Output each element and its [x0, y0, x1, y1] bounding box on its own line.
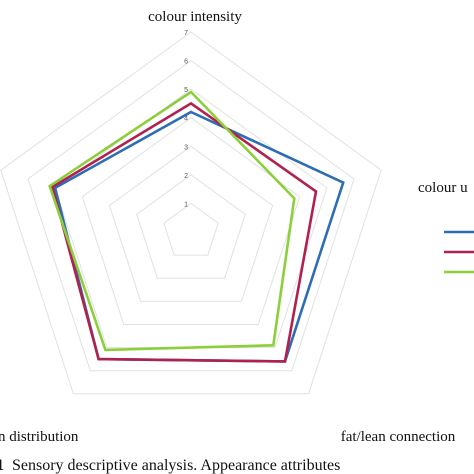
grid-ring-6 [27, 59, 355, 372]
grid-ring-5 [54, 88, 328, 349]
figure-caption: 1 Sensory descriptive analysis. Appearanc… [0, 457, 340, 474]
radar-tick-labels: 1 2 3 4 5 6 7 [184, 30, 188, 208]
tick-label-6: 6 [184, 59, 188, 66]
grid-ring-2 [136, 174, 246, 279]
grid-ring-7 [0, 31, 382, 395]
tick-label-4: 4 [184, 116, 188, 123]
legend [444, 230, 474, 274]
tick-label-5: 5 [184, 87, 188, 94]
tick-label-1: 1 [184, 201, 188, 208]
series-line-1 [53, 110, 345, 363]
grid-ring-3 [108, 145, 274, 302]
axis-label-fat-lean-connection: fat/lean connection [341, 429, 456, 445]
axis-label-lean-distribution: n distribution [0, 429, 79, 445]
tick-label-2: 2 [184, 173, 188, 180]
caption-text: Sensory descriptive analysis. Appearance… [12, 457, 340, 474]
radar-series [48, 90, 345, 363]
series-line-3 [48, 90, 296, 352]
series-line-2 [50, 101, 318, 363]
tick-label-3: 3 [184, 144, 188, 151]
grid-ring-1 [163, 202, 219, 256]
axis-label-colour-intensity: colour intensity [148, 9, 242, 25]
axis-label-colour-uniformity: colour u [418, 180, 468, 196]
caption-number: 1 [0, 457, 4, 474]
tick-label-7: 7 [184, 30, 188, 37]
